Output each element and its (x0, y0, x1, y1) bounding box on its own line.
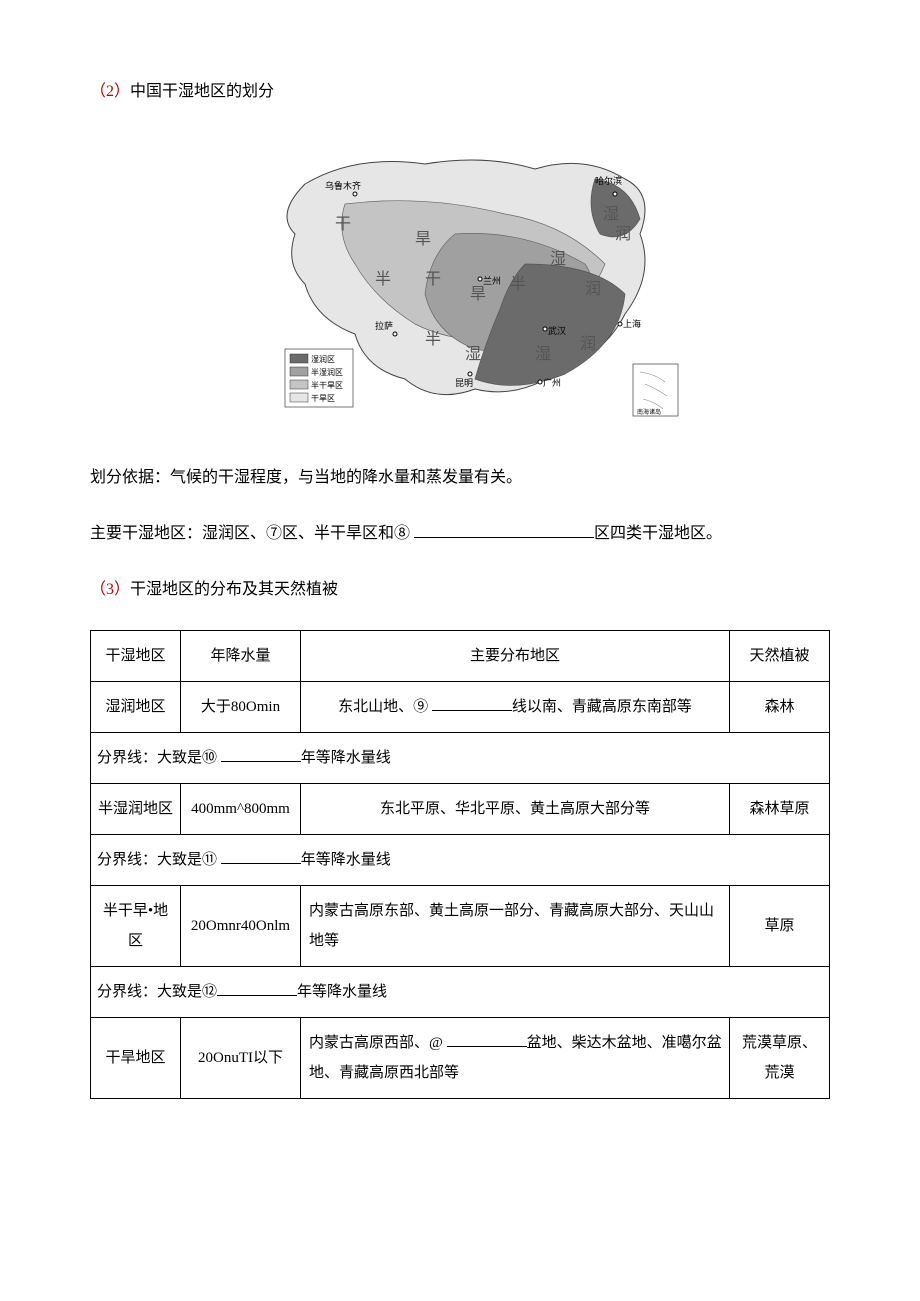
blank-12[interactable] (217, 995, 297, 996)
region-label: 半 (510, 275, 526, 293)
humid-dist-pre: 东北山地、⑨ (338, 699, 432, 715)
table-divider-row: 分界线：大致是⑫ 年等降水量线 (91, 967, 830, 1018)
humid-dist-post: 线以南、青藏高原东南部等 (512, 699, 692, 715)
divider-1: 分界线：大致是⑩ 年等降水量线 (91, 733, 830, 784)
div1-pre: 分界线：大致是⑩ (97, 750, 221, 766)
cell-semiarid-precip: 20Omnr40Onlm (181, 886, 301, 967)
map-inset: 南海诸岛 (633, 364, 678, 416)
region-label: 湿 (550, 250, 566, 268)
table-row: 干旱地区 20OnuTI以下 内蒙古高原西部、@ 盆地、柴达木盆地、准噶尔盆地、… (91, 1018, 830, 1099)
legend-semi-arid: 半干旱区 (311, 380, 343, 390)
cell-arid-precip: 20OnuTI以下 (181, 1018, 301, 1099)
blank-11[interactable] (221, 863, 301, 864)
region-label: 旱 (470, 286, 486, 303)
legend-semi-humid: 半湿润区 (311, 367, 343, 377)
div3-pre: 分界线：大致是⑫ (97, 984, 217, 1000)
th-dist: 主要分布地区 (301, 631, 730, 682)
region-label: 润 (580, 335, 596, 353)
divider-2: 分界线：大致是⑪ 年等降水量线 (91, 835, 830, 886)
city-harbin: 哈尔滨 (595, 175, 622, 186)
div2-pre: 分界线：大致是⑪ (97, 852, 221, 868)
divider-3: 分界线：大致是⑫ 年等降水量线 (91, 967, 830, 1018)
legend-arid: 干旱区 (311, 394, 335, 403)
region-label: 润 (585, 280, 601, 298)
cell-semiarid-dist: 内蒙古高原东部、黄土高原一部分、青藏高原大部分、天山山地等 (301, 886, 730, 967)
section-3-prefix: （3） (90, 581, 130, 598)
th-region: 干湿地区 (91, 631, 181, 682)
cell-semihumid-precip: 400mm^800mm (181, 784, 301, 835)
blank-13[interactable] (447, 1046, 527, 1047)
region-label: 湿 (603, 205, 619, 223)
city-wuhan: 武汉 (548, 325, 566, 336)
table-divider-row: 分界线：大致是⑩ 年等降水量线 (91, 733, 830, 784)
para-basis: 划分依据：气候的干湿程度，与当地的降水量和蒸发量有关。 (90, 462, 830, 494)
cell-semiarid-name: 半干早•地区 (91, 886, 181, 967)
city-lhasa: 拉萨 (375, 320, 393, 331)
region-label: 旱 (415, 231, 431, 248)
section-3-text: 干湿地区的分布及其天然植被 (130, 581, 338, 598)
para-regions: 主要干湿地区：湿润区、⑦区、半干旱区和⑧ 区四类干湿地区。 (90, 518, 830, 550)
table-divider-row: 分界线：大致是⑪ 年等降水量线 (91, 835, 830, 886)
legend-humid: 湿润区 (311, 354, 335, 364)
region-label: 湿 (535, 345, 551, 363)
cell-arid-dist: 内蒙古高原西部、@ 盆地、柴达木盆地、准噶尔盆地、青藏高原西北部等 (301, 1018, 730, 1099)
th-veg: 天然植被 (730, 631, 830, 682)
div2-post: 年等降水量线 (301, 852, 391, 868)
region-label: 半 (375, 270, 391, 288)
inset-label: 南海诸岛 (637, 408, 661, 416)
region-label: 半 (425, 330, 441, 348)
table-row: 湿润地区 大于80Omin 东北山地、⑨ 线以南、青藏高原东南部等 森林 (91, 682, 830, 733)
city-lanzhou: 兰州 (483, 275, 501, 286)
city-guangzhou: 广州 (543, 377, 561, 388)
section-2-text: 中国干湿地区的划分 (130, 83, 274, 100)
section-2-title: （2）中国干湿地区的划分 (90, 80, 830, 104)
cell-arid-veg: 荒漠草原、荒漠 (730, 1018, 830, 1099)
map-legend: 湿润区 半湿润区 半干旱区 干旱区 (285, 349, 353, 407)
blank-10[interactable] (221, 761, 301, 762)
section-3-title: （3）干湿地区的分布及其天然植被 (90, 574, 830, 606)
china-map-svg: 乌鲁木齐 哈尔滨 兰州 武汉 上海 拉萨 昆明 广州 干 旱 半 干 旱 半 湿… (225, 124, 695, 424)
table-row: 半干早•地区 20Omnr40Onlm 内蒙古高原东部、黄土高原一部分、青藏高原… (91, 886, 830, 967)
blank-8[interactable] (414, 537, 594, 538)
basis-text: 气候的干湿程度，与当地的降水量和蒸发量有关。 (170, 469, 522, 486)
cell-semiarid-veg: 草原 (730, 886, 830, 967)
regions-post: 区四类干湿地区。 (594, 525, 722, 542)
cell-humid-veg: 森林 (730, 682, 830, 733)
region-label: 湿 (465, 345, 481, 363)
city-urumqi: 乌鲁木齐 (325, 180, 361, 191)
cell-semihumid-dist: 东北平原、华北平原、黄土高原大部分等 (301, 784, 730, 835)
cell-arid-name: 干旱地区 (91, 1018, 181, 1099)
city-shanghai: 上海 (623, 318, 641, 329)
cell-humid-precip: 大于80Omin (181, 682, 301, 733)
region-label: 干 (425, 271, 441, 288)
blank-9[interactable] (432, 710, 512, 711)
basis-label: 划分依据： (90, 469, 170, 486)
div1-post: 年等降水量线 (301, 750, 391, 766)
cell-semihumid-name: 半湿润地区 (91, 784, 181, 835)
div3-post: 年等降水量线 (297, 984, 387, 1000)
cell-humid-dist: 东北山地、⑨ 线以南、青藏高原东南部等 (301, 682, 730, 733)
section-2-prefix: （2） (90, 83, 130, 100)
region-label: 润 (615, 225, 631, 243)
table-header-row: 干湿地区 年降水量 主要分布地区 天然植被 (91, 631, 830, 682)
city-kunming: 昆明 (455, 378, 473, 388)
arid-dist-pre: 内蒙古高原西部、@ (309, 1035, 447, 1051)
regions-label: 主要干湿地区： (90, 525, 202, 542)
cell-semihumid-veg: 森林草原 (730, 784, 830, 835)
regions-pre: 湿润区、⑦区、半干旱区和⑧ (202, 525, 414, 542)
regions-table: 干湿地区 年降水量 主要分布地区 天然植被 湿润地区 大于80Omin 东北山地… (90, 630, 830, 1099)
cell-humid-name: 湿润地区 (91, 682, 181, 733)
table-row: 半湿润地区 400mm^800mm 东北平原、华北平原、黄土高原大部分等 森林草… (91, 784, 830, 835)
region-label: 干 (335, 216, 351, 233)
th-precip: 年降水量 (181, 631, 301, 682)
china-map-figure: 乌鲁木齐 哈尔滨 兰州 武汉 上海 拉萨 昆明 广州 干 旱 半 干 旱 半 湿… (90, 124, 830, 432)
